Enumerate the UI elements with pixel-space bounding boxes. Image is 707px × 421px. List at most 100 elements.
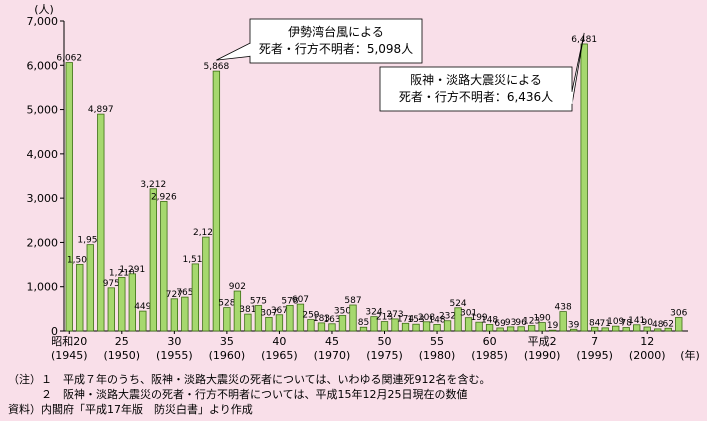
- bar-value-label: 975: [103, 279, 120, 289]
- bar-value-label: 62: [663, 319, 674, 329]
- bar-value-label: 381: [239, 305, 256, 315]
- y-unit-label: (人): [34, 3, 54, 16]
- bar-value-label: 1,210: [109, 268, 135, 278]
- bar: [233, 290, 242, 332]
- x-tick-year: (1955): [156, 349, 193, 362]
- bar-value-label: 727: [166, 290, 183, 300]
- x-tick-label: 55: [430, 335, 444, 348]
- bar: [422, 321, 431, 332]
- bar: [160, 201, 168, 332]
- y-tick-label: 2,000: [27, 236, 59, 249]
- bar: [633, 324, 641, 332]
- bar: [506, 326, 515, 332]
- x-tick-label: 60: [483, 335, 497, 348]
- x-tick-year: (1965): [261, 349, 298, 362]
- footnote-2: ２ 阪神・淡路大震災の死者・行方不明者については、平成15年12月25日現在の数…: [8, 388, 468, 401]
- bar-value-label: 1,291: [119, 265, 145, 275]
- x-tick-label: 平成2: [528, 335, 557, 348]
- bar-value-label: 765: [176, 288, 193, 298]
- x-tick-label: 7: [591, 335, 598, 348]
- bar: [307, 319, 315, 332]
- bar-value-label: 6,481: [571, 35, 597, 45]
- bar: [97, 113, 105, 332]
- bar: [580, 43, 588, 332]
- bar: [118, 277, 126, 332]
- bar: [317, 322, 326, 332]
- bar: [622, 327, 630, 332]
- bar-value-label: 84: [589, 318, 601, 328]
- bar-value-label: 2,120: [193, 228, 219, 238]
- x-tick-year: (1980): [419, 349, 456, 362]
- bar: [265, 316, 273, 332]
- bar-value-label: 78: [620, 319, 632, 329]
- bar: [391, 318, 399, 332]
- x-tick-year: (1995): [576, 349, 613, 362]
- bar-value-label: 1,515: [182, 255, 208, 265]
- bar: [475, 321, 483, 332]
- bar: [454, 307, 462, 332]
- bar-value-label: 123: [523, 317, 540, 327]
- bar: [212, 70, 221, 332]
- bar-value-label: 902: [229, 282, 246, 292]
- callout-text: 死者・行方不明者：6,436人: [399, 89, 553, 104]
- callout-pointer: [216, 42, 251, 61]
- bar-value-label: 524: [449, 299, 466, 309]
- bar-value-label: 607: [292, 295, 309, 305]
- bar: [443, 320, 452, 332]
- x-tick-year: (2000): [629, 349, 666, 362]
- bar-value-label: 148: [481, 315, 498, 325]
- source-note: 資料）内閣府「平成17年版 防災白書」より作成: [8, 403, 253, 416]
- y-tick-label: 6,000: [27, 59, 59, 72]
- bar-value-label: 324: [365, 308, 382, 318]
- bar-value-label: 449: [134, 302, 151, 312]
- bar-value-label: 148: [428, 315, 445, 325]
- bar-value-label: 183: [313, 314, 330, 324]
- x-tick-label: 12: [640, 335, 654, 348]
- y-tick-label: 3,000: [27, 192, 59, 205]
- x-tick-year: (1970): [314, 349, 351, 362]
- bar: [149, 188, 157, 332]
- bar: [202, 236, 210, 332]
- x-tick-label: 25: [115, 335, 129, 348]
- bar-value-label: 90: [641, 318, 653, 328]
- bar-value-label: 578: [281, 296, 298, 306]
- bar-value-label: 69: [494, 319, 506, 329]
- bar: [359, 326, 368, 332]
- bar-value-label: 350: [334, 307, 351, 317]
- x-unit-label: (年): [680, 348, 700, 362]
- bar-value-label: 93: [505, 318, 516, 328]
- bar: [654, 328, 662, 332]
- y-tick-label: 1,000: [27, 281, 59, 294]
- bar-value-label: 367: [271, 306, 288, 316]
- bar-value-label: 587: [344, 296, 361, 306]
- callout-text: 阪神・淡路大震災による: [410, 72, 542, 87]
- bar-value-label: 273: [386, 310, 403, 320]
- bar: [664, 327, 672, 332]
- bar-value-label: 528: [218, 299, 235, 309]
- bar: [412, 323, 420, 332]
- bar: [527, 325, 536, 332]
- bar-value-label: 259: [302, 311, 319, 321]
- bar-value-label: 2,926: [151, 192, 177, 202]
- bar: [548, 329, 557, 332]
- bar: [601, 327, 609, 332]
- x-tick-year: (1945): [51, 349, 88, 362]
- callout-box: [249, 18, 423, 64]
- bar-value-label: 4,897: [88, 105, 114, 115]
- bar-value-label: 163: [323, 315, 340, 325]
- y-tick-label: 5,000: [27, 104, 59, 117]
- bar-value-label: 39: [568, 320, 580, 330]
- bar: [244, 313, 252, 332]
- bar-value-label: 6,062: [56, 54, 82, 64]
- bar-value-label: 19: [547, 321, 559, 331]
- bar: [401, 322, 410, 332]
- bar-value-label: 301: [460, 309, 477, 319]
- bar-chart: 0 1,000 2,000 3,000 4,000 5,000 6,000 7,000(人) 6…: [27, 3, 700, 362]
- bar-value-label: 48: [652, 320, 664, 330]
- bar: [370, 316, 378, 332]
- bar: [170, 298, 179, 332]
- x-tick-year: (1975): [366, 349, 403, 362]
- bar-value-label: 199: [470, 313, 487, 323]
- bar: [107, 287, 115, 332]
